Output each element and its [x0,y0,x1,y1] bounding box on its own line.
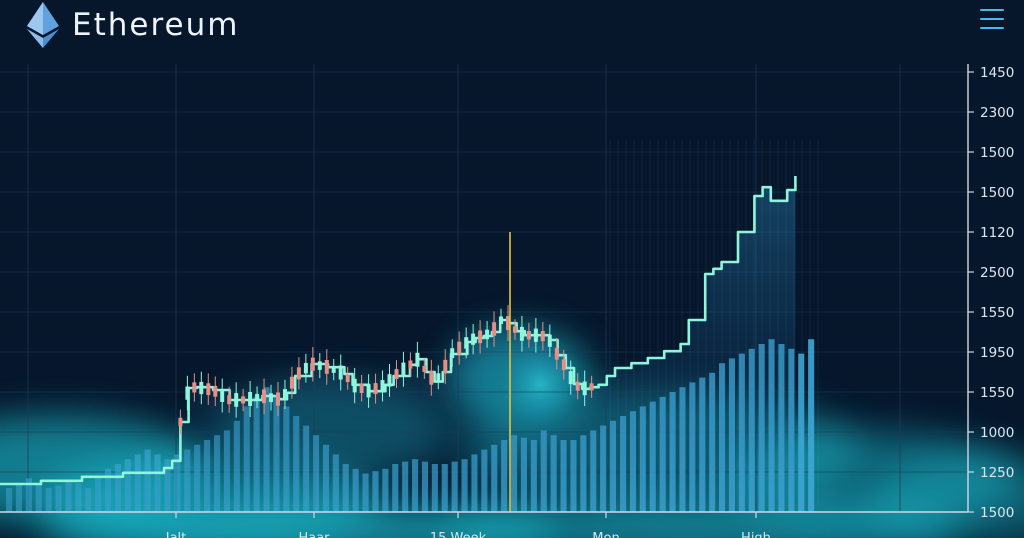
candle-body [387,374,392,387]
candle-body [310,357,315,371]
candle-body [241,396,246,404]
candle-body [436,373,441,382]
candle-body [192,382,197,393]
candle-body [533,328,538,342]
candle-body [303,363,308,374]
x-tick-label-4: High [741,531,771,538]
candle-body [338,365,343,380]
y-tick-label-3: 1500 [980,185,1014,201]
candle-body [199,381,204,395]
candle-body [513,326,517,333]
candle-body [317,361,322,370]
candle-body [185,386,190,400]
candle-body [526,331,531,340]
candle-body [450,348,455,358]
candle-body [582,381,587,396]
candle-body [178,417,183,427]
candle-body [331,366,336,373]
candle-body [554,347,559,360]
candle-body [464,337,469,349]
candle-body [220,389,225,402]
candle-body [366,384,371,398]
grid-lines [0,64,968,513]
candle-body [415,352,420,367]
candle-body [401,362,406,376]
y-tick-label-7: 1950 [980,345,1014,361]
candle-body [499,316,503,325]
brand-title: Ethereum [72,7,240,43]
candle-body [248,392,253,406]
volume-bar-80 [798,353,805,512]
candle-body [324,360,329,374]
y-tick-label-4: 1120 [980,225,1014,241]
candle-body [561,359,566,371]
candle-body [234,393,239,407]
candle-body [485,329,490,340]
candle-body [408,360,413,369]
candle-body [429,370,434,385]
hamburger-menu-icon[interactable] [980,9,1004,29]
ethereum-diamond-icon [27,2,59,48]
candle-body [262,389,266,404]
candle-body [283,389,287,400]
candle-body [373,383,378,395]
candle-body [547,334,552,347]
y-tick-label-8: 1550 [980,385,1014,401]
price-area-fill [0,140,819,512]
candle-body [422,365,427,372]
y-tick-label-5: 2500 [980,265,1014,281]
axes: 1450 2300 1500 1500 1120 2500 1550 1950 1550 1000… [0,64,1014,538]
candle-body [519,326,524,341]
y-tick-label-2: 1500 [980,145,1014,161]
candle-body [296,367,301,380]
candle-body [345,374,350,382]
candle-body [589,383,594,391]
candle-body [506,316,510,331]
price-area [0,176,796,512]
candle-body [478,330,483,344]
candle-body [394,369,399,379]
candle-body [289,376,294,389]
brand[interactable]: Ethereum [26,0,239,50]
candlestick-layer [178,305,594,435]
candle-body [575,381,580,391]
candle-body [352,378,357,393]
x-tick-label-3: Mon [592,531,619,538]
y-tick-label-11: 1500 [980,505,1014,521]
candle-body [359,383,364,393]
candle-body [269,393,273,403]
candle-body [443,359,448,374]
y-tick-label-9: 1000 [980,425,1014,441]
x-tick-label-2: 15 Week [430,531,487,538]
y-tick-label-6: 1550 [980,305,1014,321]
y-tick-label-1: 2300 [980,105,1014,121]
volume-bar-81 [808,339,815,512]
glow-blob-8 [870,455,1024,538]
candle-body [380,380,385,392]
candle-body [540,331,545,342]
candle-body [255,393,260,401]
candle-body [276,392,280,406]
y-tick-label-0: 1450 [980,65,1014,81]
candle-body [471,333,476,345]
x-tick-label-1: Haar [298,531,330,538]
candle-body [568,371,573,385]
x-tick-label-0: Jalt [165,531,187,538]
candle-body [206,383,211,396]
candle-body [227,395,232,405]
candle-body [213,385,218,397]
y-tick-label-10: 1250 [980,465,1014,481]
candle-body [457,341,462,355]
candle-body [492,322,497,336]
